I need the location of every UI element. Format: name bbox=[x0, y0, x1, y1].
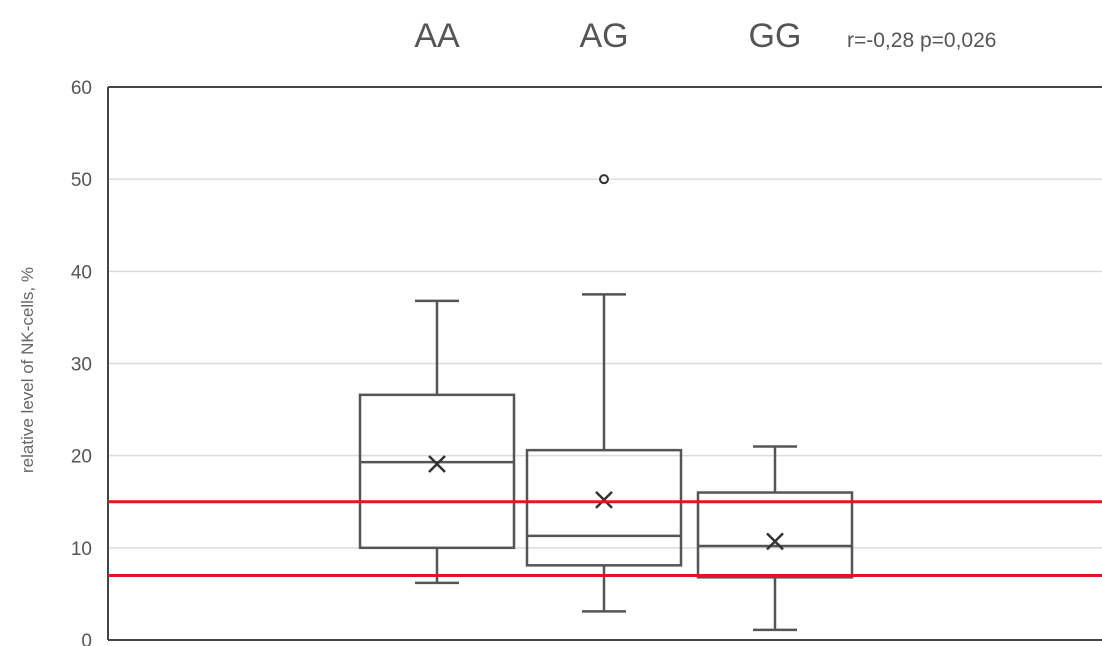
y-axis-label: relative level of NK-cells, % bbox=[18, 267, 37, 473]
y-tick-label-0: 0 bbox=[81, 631, 92, 646]
box-AG bbox=[525, 174, 683, 613]
iqr-box-GG bbox=[696, 491, 854, 579]
category-label-GG: GG bbox=[749, 17, 802, 55]
box-plots bbox=[358, 174, 854, 632]
mean-marker-GG bbox=[766, 532, 784, 551]
mean-marker-AG bbox=[595, 491, 613, 509]
correlation-annotation: r=-0,28 p=0,026 bbox=[847, 29, 996, 52]
axes: 0 10 20 30 40 50 60 AA AG GG bbox=[71, 17, 1102, 646]
y-tick-label-60: 60 bbox=[71, 78, 92, 99]
iqr-box-AG bbox=[525, 448, 683, 567]
reference-lines bbox=[108, 500, 1102, 577]
iqr-box-AA bbox=[358, 393, 516, 550]
labels: relative level of NK-cells, % r=-0,28 p=… bbox=[18, 29, 996, 473]
mean-marker-AA bbox=[428, 455, 446, 473]
y-tick-label-20: 20 bbox=[71, 447, 92, 468]
category-label-AA: AA bbox=[414, 17, 460, 55]
y-tick-label-10: 10 bbox=[71, 539, 92, 560]
category-label-AG: AG bbox=[579, 17, 628, 55]
box-AA bbox=[358, 299, 516, 585]
box-GG bbox=[696, 445, 854, 632]
y-tick-label-40: 40 bbox=[71, 262, 92, 283]
outlier-AG-0 bbox=[599, 174, 609, 185]
y-tick-label-30: 30 bbox=[71, 355, 92, 376]
y-tick-label-50: 50 bbox=[71, 170, 92, 191]
